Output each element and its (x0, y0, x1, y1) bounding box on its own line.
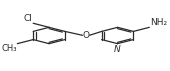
Text: CH₃: CH₃ (2, 44, 17, 53)
Text: NH₂: NH₂ (150, 18, 167, 27)
Text: O: O (82, 31, 89, 40)
Text: Cl: Cl (23, 14, 32, 23)
Text: N: N (114, 45, 121, 54)
